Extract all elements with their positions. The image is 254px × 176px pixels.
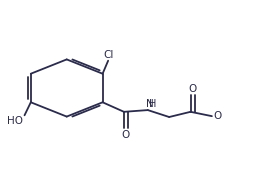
Text: H: H <box>149 99 156 109</box>
Text: N: N <box>146 99 154 109</box>
Text: O: O <box>122 130 130 140</box>
Text: O: O <box>188 84 197 94</box>
Text: O: O <box>213 111 221 121</box>
Text: HO: HO <box>7 116 23 126</box>
Text: Cl: Cl <box>103 50 113 60</box>
